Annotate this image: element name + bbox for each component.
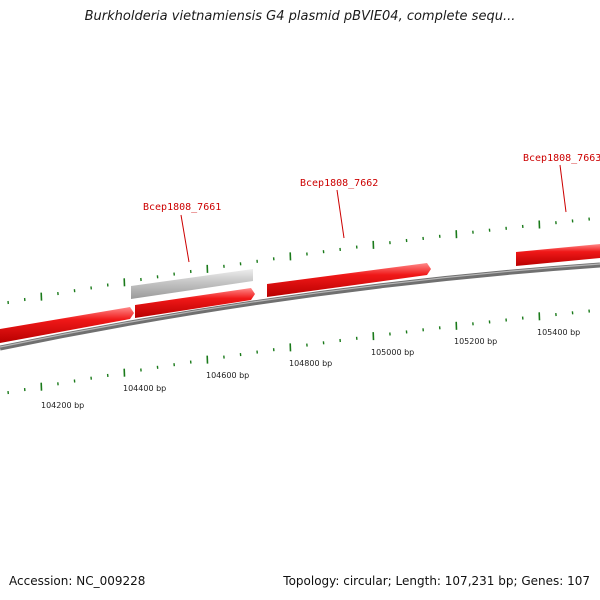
genome-backbone (0, 262, 600, 351)
scale-label-104400: 104400 bp (123, 384, 166, 393)
leader-line-7661 (180, 214, 190, 263)
gene-label-7661[interactable]: Bcep1808_7661 (143, 202, 221, 213)
accession-text: Accession: NC_009228 (9, 574, 146, 588)
gene-bcep1808-7662[interactable] (267, 263, 431, 297)
leader-line-7663 (559, 164, 567, 213)
gene-label-7663[interactable]: Bcep1808_7663 (523, 153, 600, 164)
gene-bcep1808-7663[interactable] (516, 244, 600, 266)
inner-tick-row (7, 309, 590, 395)
map-title: Burkholderia vietnamiensis G4 plasmid pB… (84, 9, 516, 24)
outer-tick-row (7, 217, 590, 305)
scale-label-105400: 105400 bp (537, 328, 580, 337)
leader-line-7662 (336, 189, 345, 239)
gene-label-7662[interactable]: Bcep1808_7662 (300, 178, 378, 189)
scale-label-104600: 104600 bp (206, 371, 249, 380)
scale-label-105200: 105200 bp (454, 337, 497, 346)
gene-bcep1808-7660[interactable] (0, 307, 134, 343)
scale-label-104200: 104200 bp (41, 401, 84, 410)
scale-label-105000: 105000 bp (371, 348, 414, 357)
summary-text: Topology: circular; Length: 107,231 bp; … (283, 574, 590, 588)
gene-bcep1808-7661[interactable] (131, 269, 253, 299)
scale-label-104800: 104800 bp (289, 359, 332, 368)
gene-bcep1808-7661-lower[interactable] (135, 288, 255, 318)
genome-backbone-highlight (0, 263, 600, 348)
